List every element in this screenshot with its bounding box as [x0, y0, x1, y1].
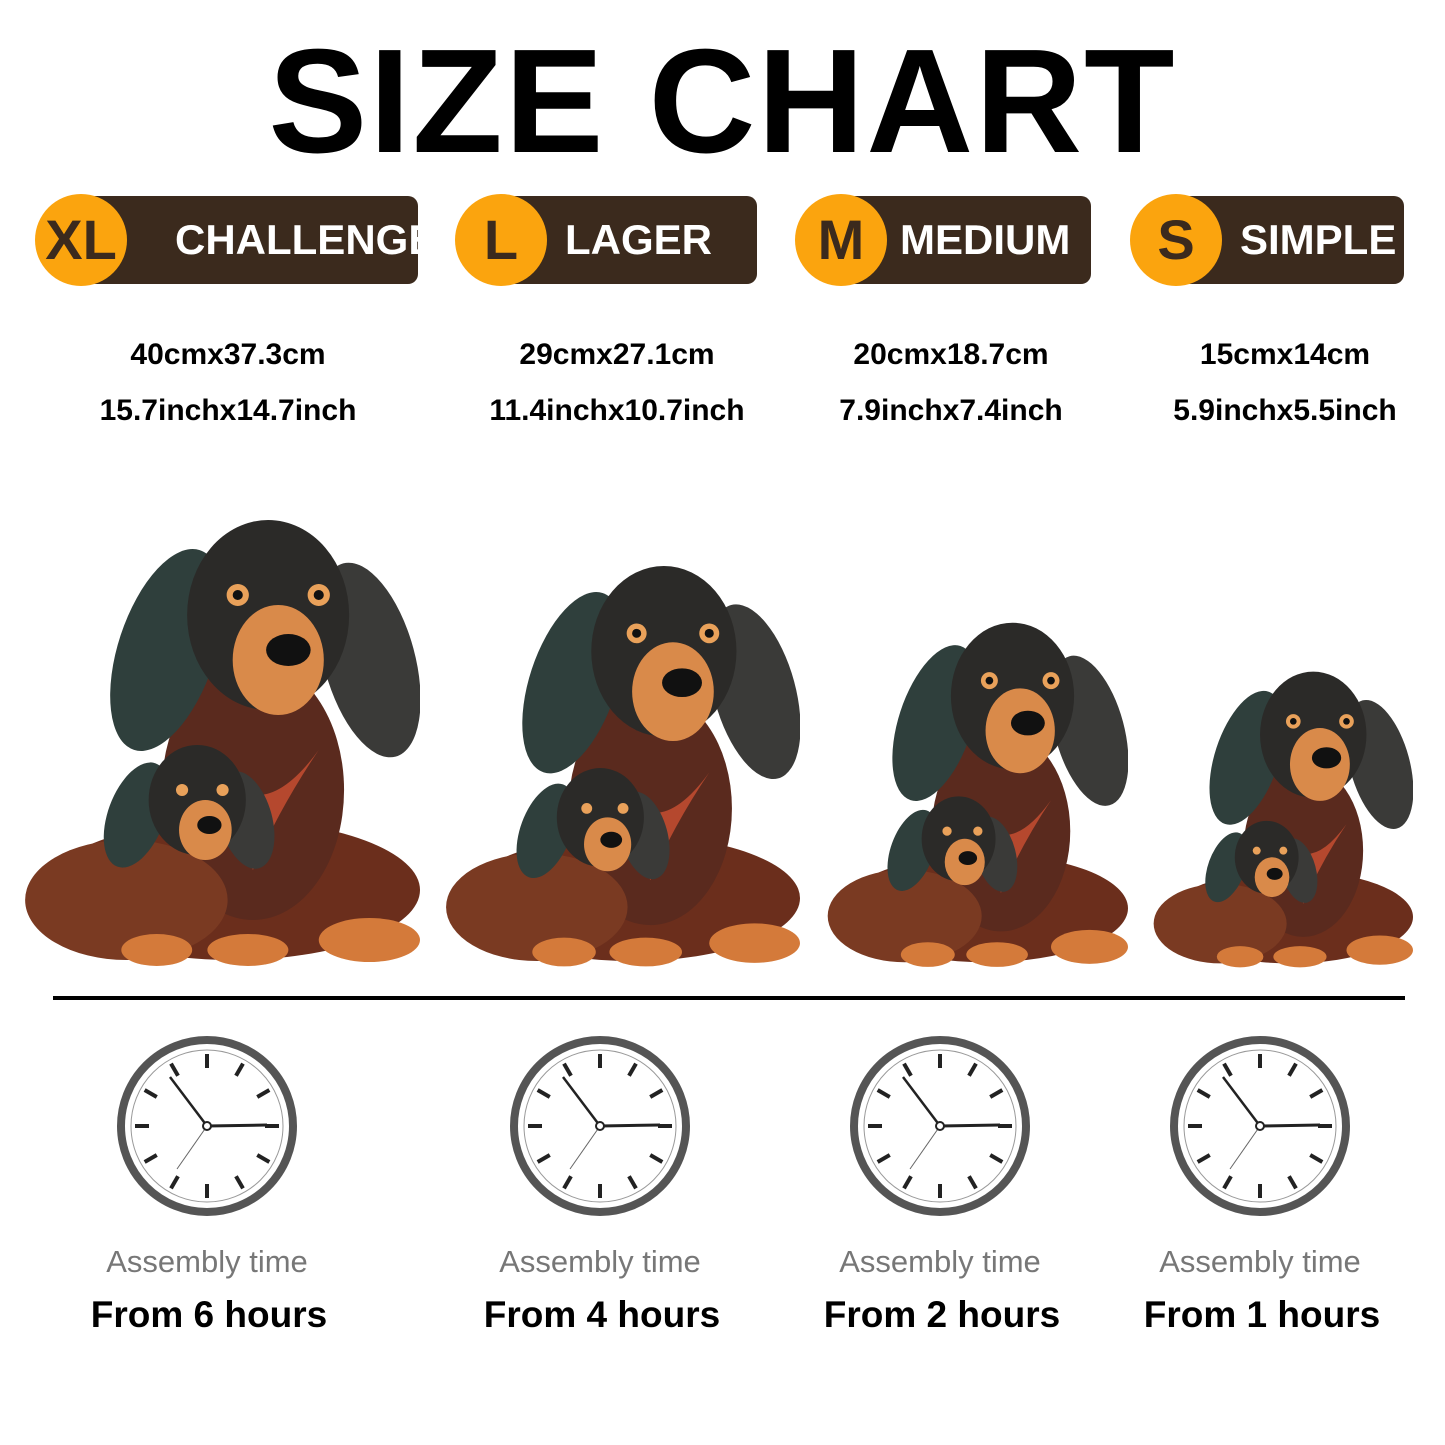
size-metric: 29cmx27.1cm: [519, 338, 715, 371]
clock-icon: [848, 1034, 1032, 1218]
assembly-label: Assembly time: [1159, 1244, 1361, 1279]
size-code: M: [795, 194, 887, 286]
badge-bar: [75, 196, 418, 284]
size-metric: 20cmx18.7cm: [853, 338, 1049, 371]
clock-icon: [115, 1034, 299, 1218]
size-imperial: 15.7inchx14.7inch: [99, 394, 357, 427]
assembly-time: From 6 hours: [90, 1294, 328, 1335]
size-metric: 40cmx37.3cm: [130, 338, 326, 371]
assembly-label: Assembly time: [839, 1244, 1041, 1279]
clock-icon: [508, 1034, 692, 1218]
size-imperial: 5.9inchx5.5inch: [1173, 394, 1397, 427]
size-badge-m: M MEDIUM: [795, 194, 1091, 286]
assembly-time: From 1 hours: [1143, 1294, 1381, 1335]
puppy: [827, 796, 1028, 967]
page-title: SIZE CHART: [268, 19, 1177, 184]
size-metric: 15cmx14cm: [1199, 338, 1371, 371]
size-name: CHALLENGE: [175, 216, 437, 263]
size-code: S: [1130, 194, 1222, 286]
assembly-label: Assembly time: [106, 1244, 308, 1279]
puppy: [446, 767, 683, 967]
size-name: LAGER: [565, 216, 712, 263]
size-imperial: 11.4inchx10.7inch: [489, 394, 745, 427]
size-badge-l: L LAGER: [455, 194, 757, 286]
assembly-time: From 4 hours: [483, 1294, 721, 1335]
adult-dog: [45, 520, 421, 962]
size-code: XL: [35, 194, 127, 286]
size-badge-s: S SIMPLE: [1130, 194, 1404, 286]
size-name: MEDIUM: [900, 216, 1071, 263]
size-imperial: 7.9inchx7.4inch: [839, 394, 1063, 427]
product-image: [437, 557, 801, 970]
size-badge-xl: XL CHALLENGE: [35, 194, 436, 286]
size-code: L: [455, 194, 547, 286]
clock-icon: [1168, 1034, 1352, 1218]
assembly-time: From 2 hours: [823, 1294, 1061, 1335]
puppy: [1153, 820, 1327, 968]
product-image: [15, 510, 421, 970]
assembly-label: Assembly time: [499, 1244, 701, 1279]
size-name: SIMPLE: [1240, 216, 1397, 263]
product-image: [820, 615, 1129, 970]
divider: [53, 996, 1405, 1000]
product-image: [1147, 665, 1414, 970]
puppy: [25, 745, 289, 966]
